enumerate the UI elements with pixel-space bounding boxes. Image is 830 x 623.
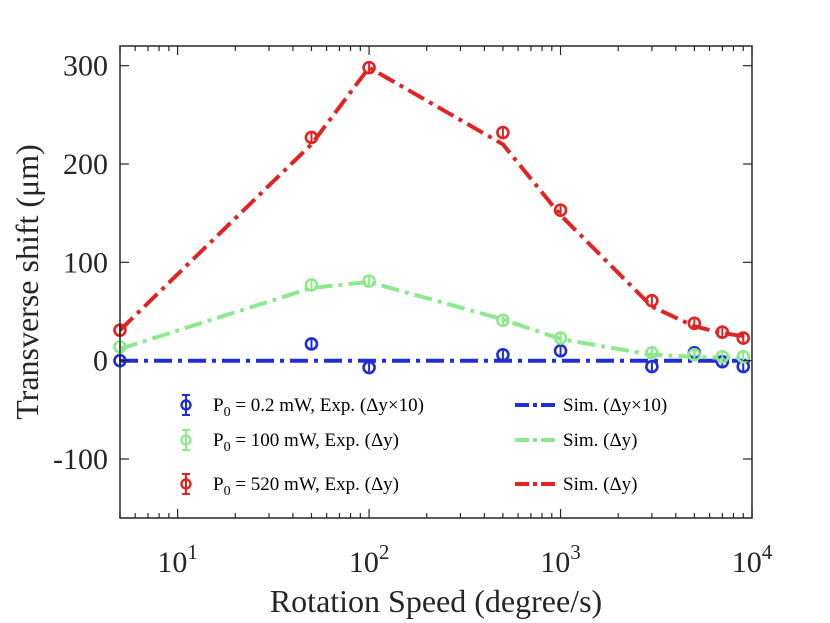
y-tick-label: 200 — [63, 148, 108, 181]
legend-marker — [180, 478, 192, 490]
legend-entry-simulation: Sim. (Δy) — [563, 430, 638, 451]
x-tick-label: 103 — [540, 540, 581, 579]
simulation-line-2 — [118, 65, 744, 339]
data-point-series-2 — [362, 60, 376, 75]
legend-entry-experiment: P0 = 520 mW, Exp. (Δy) — [213, 474, 399, 499]
x-tick-label: 101 — [157, 540, 198, 579]
legend-entry-simulation: Sim. (Δy) — [563, 474, 638, 495]
data-point-series-1 — [304, 278, 319, 292]
x-tick-label: 104 — [732, 540, 773, 579]
experiment-points — [113, 60, 751, 375]
data-point-series-1 — [553, 331, 568, 345]
data-point-series-0 — [645, 359, 659, 374]
data-point-series-1 — [715, 349, 730, 364]
legend-marker — [180, 399, 192, 411]
data-point-series-2 — [736, 331, 751, 345]
data-point-series-1 — [496, 313, 510, 328]
data-point-series-1 — [362, 274, 376, 288]
data-point-series-1 — [687, 347, 702, 362]
simulation-line-1 — [119, 280, 744, 360]
data-point-series-0 — [553, 344, 568, 358]
data-point-series-2 — [496, 125, 510, 140]
y-tick-label: 0 — [93, 345, 108, 378]
simulation-lines — [118, 65, 752, 363]
legend-entry-experiment: P0 = 100 mW, Exp. (Δy) — [213, 430, 399, 455]
axes-box — [119, 45, 753, 519]
data-point-series-2 — [553, 203, 568, 218]
x-axis-label: Rotation Speed (degree/s) — [270, 583, 602, 619]
data-point-series-2 — [715, 325, 730, 339]
y-axis-label: Transverse shift (μm) — [9, 144, 45, 420]
legend: P0 = 0.2 mW, Exp. (Δy×10) P0 = 100 mW, Ex… — [180, 394, 667, 499]
y-axis-ticks: 300 200 100 0 -100 — [53, 50, 752, 476]
plot-area — [113, 60, 752, 375]
data-point-series-0 — [496, 347, 510, 362]
data-point-series-1 — [645, 345, 659, 360]
y-tick-label: 300 — [63, 50, 108, 83]
legend-entry-experiment: P0 = 0.2 mW, Exp. (Δy×10) — [213, 395, 424, 420]
legend-entry-simulation: Sim. (Δy×10) — [563, 395, 667, 416]
x-axis-ticks: 101 102 103 104 — [119, 46, 773, 579]
data-point-series-0 — [362, 360, 376, 375]
data-point-series-0 — [304, 337, 319, 351]
data-point-series-2 — [645, 293, 659, 308]
y-tick-label: -100 — [53, 443, 108, 476]
x-tick-label: 102 — [349, 540, 390, 579]
data-point-series-2 — [304, 130, 319, 145]
legend-marker — [180, 434, 192, 446]
y-tick-label: 100 — [63, 246, 108, 279]
data-point-series-1 — [736, 349, 751, 364]
data-point-series-2 — [687, 316, 702, 331]
